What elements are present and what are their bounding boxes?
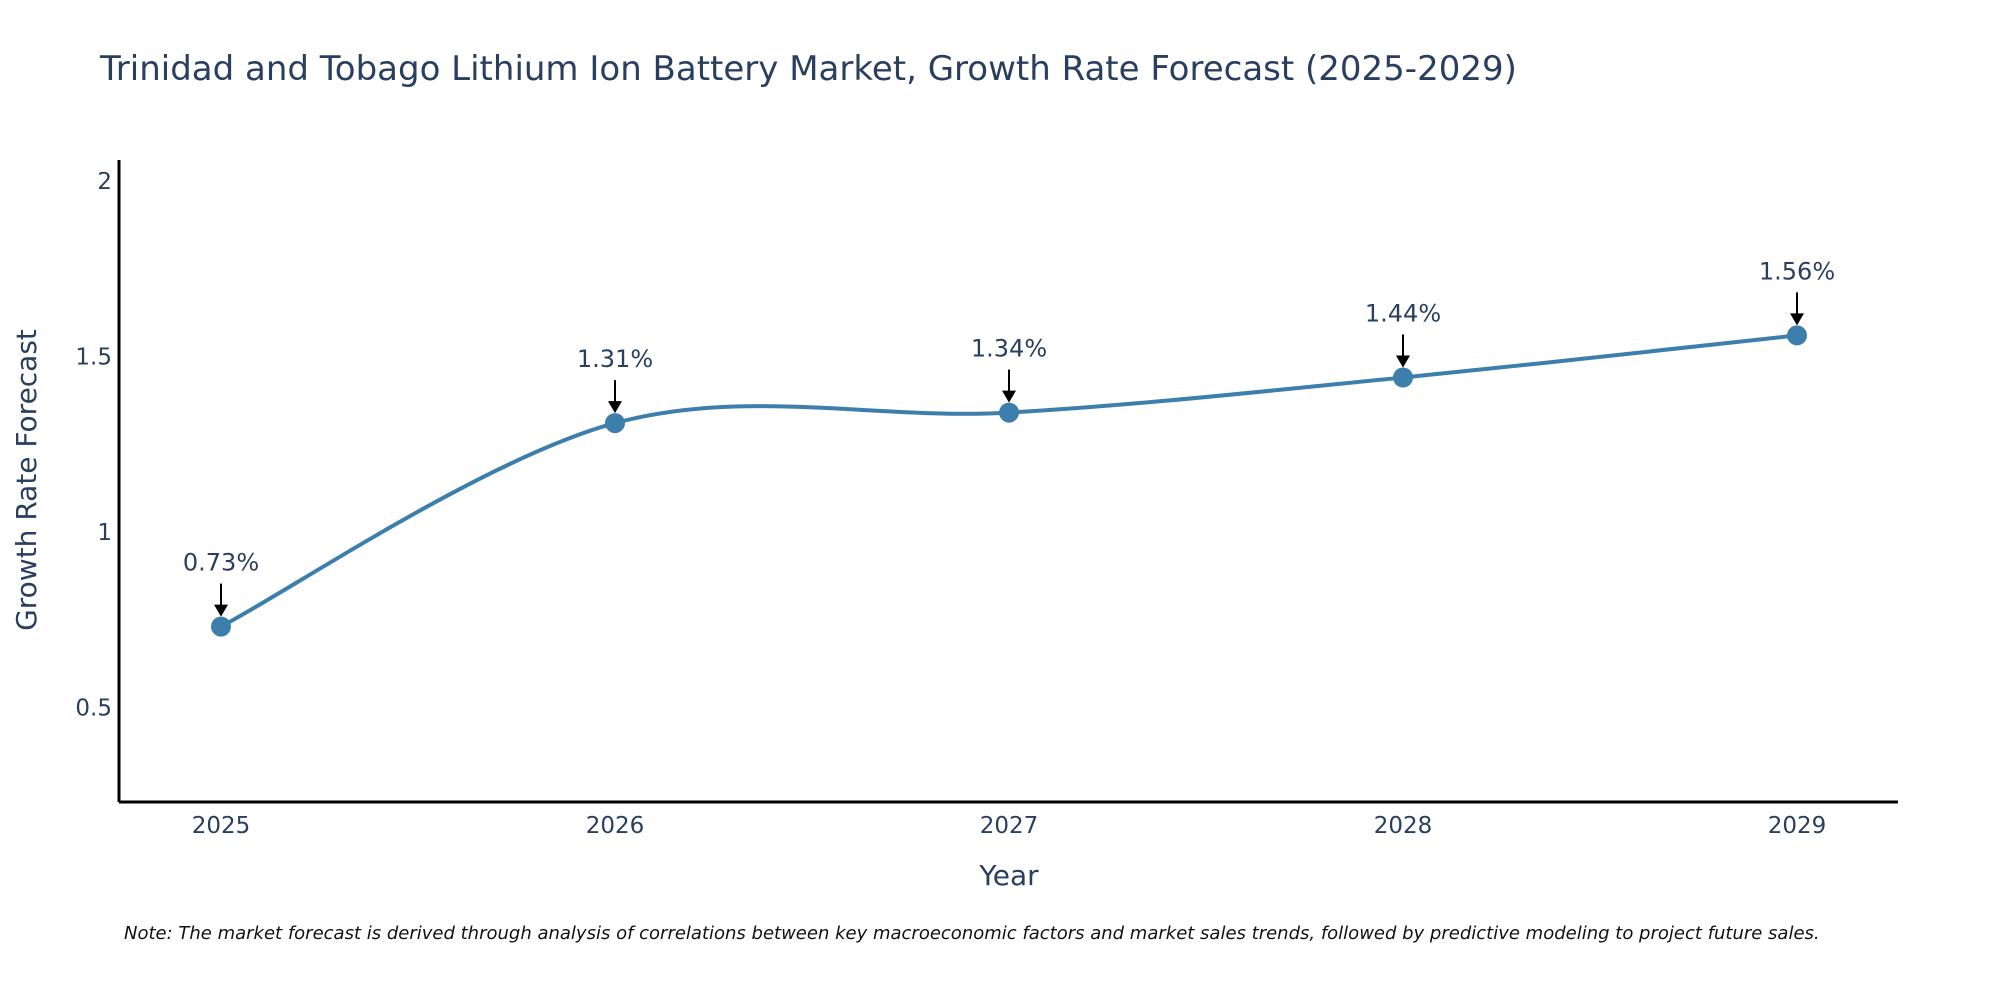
annotation-arrow-head xyxy=(1790,313,1804,326)
chart-note: Note: The market forecast is derived thr… xyxy=(124,923,1820,944)
x-tick-label: 2028 xyxy=(1374,813,1433,839)
x-tick-label: 2027 xyxy=(980,813,1039,839)
y-tick-label: 0.5 xyxy=(75,695,112,721)
x-axis-ticks: 2025 2026 2027 2028 2029 xyxy=(192,813,1827,839)
data-point xyxy=(1787,325,1807,346)
data-label: 1.31% xyxy=(577,345,653,373)
annotation-arrow-head xyxy=(1002,390,1016,403)
data-point xyxy=(999,402,1019,423)
data-label: 1.56% xyxy=(1759,257,1835,285)
data-point xyxy=(605,413,625,434)
x-tick-label: 2026 xyxy=(586,813,645,839)
y-tick-label: 1 xyxy=(97,520,112,546)
data-label: 1.44% xyxy=(1365,300,1441,328)
data-point xyxy=(1393,367,1413,388)
y-tick-label: 1.5 xyxy=(75,344,112,370)
x-axis-title: Year xyxy=(978,859,1039,892)
y-tick-label: 2 xyxy=(97,169,112,195)
annotation-arrow-head xyxy=(1396,355,1410,368)
data-label: 1.34% xyxy=(971,335,1047,363)
x-tick-label: 2025 xyxy=(192,813,251,839)
series-growth-rate: 0.73% 1.31% 1.34% 1.44% 1.56% xyxy=(183,257,1835,637)
chart-title: Trinidad and Tobago Lithium Ion Battery … xyxy=(99,49,1517,89)
x-tick-label: 2029 xyxy=(1768,813,1827,839)
annotation-arrow-head xyxy=(608,401,622,414)
y-axis-ticks: 0.5 1 1.5 2 xyxy=(75,169,112,721)
data-point xyxy=(211,616,231,637)
y-axis-title: Growth Rate Forecast xyxy=(10,329,43,631)
annotation-arrow-head xyxy=(214,604,228,617)
data-label: 0.73% xyxy=(183,549,259,577)
